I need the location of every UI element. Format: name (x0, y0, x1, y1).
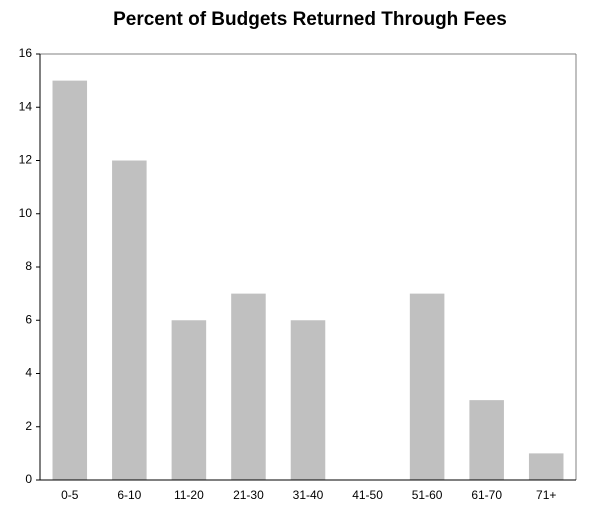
x-tick-label: 51-60 (412, 488, 443, 502)
x-tick-label: 31-40 (293, 488, 324, 502)
x-tick-label: 71+ (536, 488, 556, 502)
y-tick-label: 0 (25, 472, 32, 486)
bar (171, 320, 207, 480)
y-tick-label: 6 (25, 312, 32, 326)
y-tick-label: 10 (19, 206, 33, 220)
bar (52, 80, 88, 480)
x-tick-label: 41-50 (352, 488, 383, 502)
x-tick-label: 6-10 (117, 488, 141, 502)
bar (469, 400, 504, 480)
bar (528, 453, 564, 480)
y-tick-label: 8 (25, 259, 32, 273)
y-tick-label: 12 (19, 153, 33, 167)
x-tick-label: 21-30 (233, 488, 264, 502)
x-tick-label: 11-20 (174, 488, 204, 502)
y-tick-label: 14 (19, 99, 33, 113)
bar (112, 160, 147, 480)
y-tick-label: 16 (19, 46, 33, 60)
x-tick-label: 0-5 (61, 488, 79, 502)
bar (290, 320, 326, 480)
chart-title: Percent of Budgets Returned Through Fees (113, 9, 507, 30)
y-tick-label: 4 (25, 366, 32, 380)
y-tick-label: 2 (25, 419, 32, 433)
bar (409, 293, 445, 480)
x-tick-label: 61-70 (471, 488, 502, 502)
bar (231, 293, 266, 480)
